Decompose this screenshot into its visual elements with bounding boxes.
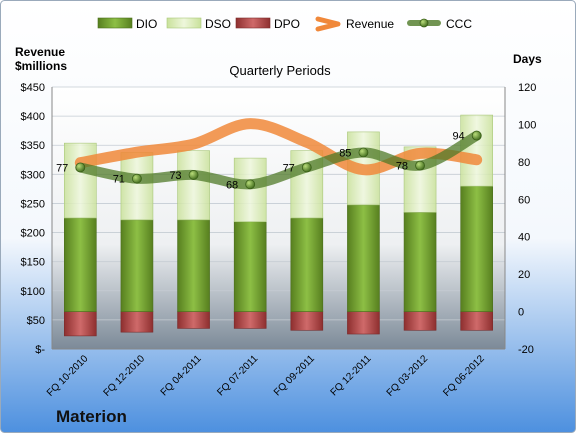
right-tick-label: 60 bbox=[518, 194, 530, 206]
right-tick-label: 100 bbox=[518, 119, 536, 131]
legend-label: DSO bbox=[205, 17, 231, 31]
dio-bar bbox=[290, 217, 324, 312]
dpo-bar bbox=[177, 311, 210, 329]
legend-swatch bbox=[235, 17, 271, 29]
legend-swatch bbox=[97, 17, 133, 29]
ccc-point bbox=[75, 162, 86, 173]
company-name: Materion bbox=[56, 407, 127, 426]
dso-bar bbox=[120, 152, 154, 221]
dio-bar bbox=[233, 221, 267, 312]
right-tick-label: 0 bbox=[518, 307, 524, 319]
dio-bar bbox=[177, 219, 210, 312]
ccc-point bbox=[301, 162, 312, 173]
left-axis-title-line2: $millions bbox=[15, 59, 67, 73]
ccc-data-label: 77 bbox=[56, 162, 68, 174]
legend-marker bbox=[419, 18, 429, 28]
dio-bar bbox=[403, 212, 437, 312]
legend-item-ccc: CCC bbox=[407, 17, 472, 31]
legend-label: DIO bbox=[136, 17, 157, 31]
dso-bar bbox=[233, 157, 267, 223]
legend-item-dpo: DPO bbox=[235, 17, 300, 31]
ccc-data-label: 73 bbox=[169, 170, 181, 182]
ccc-data-label: 94 bbox=[452, 131, 464, 143]
dpo-bar bbox=[64, 311, 97, 337]
ccc-data-label: 77 bbox=[283, 162, 295, 174]
dpo-bar bbox=[403, 311, 437, 331]
dso-bar bbox=[177, 150, 210, 221]
ccc-point bbox=[471, 130, 482, 141]
dpo-bar bbox=[290, 311, 324, 331]
bars bbox=[64, 114, 493, 337]
left-tick-label: $300 bbox=[21, 169, 45, 181]
legend-item-dso: DSO bbox=[166, 17, 231, 31]
ccc-point bbox=[245, 179, 256, 190]
ccc-data-label: 78 bbox=[396, 161, 408, 173]
right-tick-label: 120 bbox=[518, 82, 536, 94]
legend: DIO DSO DPO Revenue CCC bbox=[97, 16, 472, 32]
legend-swatch bbox=[315, 16, 341, 32]
left-tick-label: $450 bbox=[21, 82, 45, 94]
left-axis-title-line1: Revenue bbox=[15, 45, 65, 59]
right-tick-label: -20 bbox=[518, 344, 534, 356]
ccc-data-label: 85 bbox=[339, 148, 351, 160]
ccc-data-label: 71 bbox=[113, 174, 125, 186]
ccc-point bbox=[358, 147, 369, 158]
legend-label: Revenue bbox=[346, 17, 394, 31]
left-tick-label: $400 bbox=[21, 111, 45, 123]
left-tick-label: $- bbox=[35, 344, 45, 356]
ccc-point bbox=[188, 170, 199, 180]
legend-item-dio: DIO bbox=[97, 17, 157, 31]
legend-label: DPO bbox=[274, 17, 300, 31]
right-tick-label: 40 bbox=[518, 232, 530, 244]
dpo-bar bbox=[120, 311, 154, 333]
left-tick-label: $350 bbox=[21, 140, 45, 152]
legend-swatch bbox=[166, 17, 202, 29]
right-tick-label: 20 bbox=[518, 269, 530, 281]
left-tick-label: $150 bbox=[21, 257, 45, 269]
dpo-bar bbox=[460, 311, 493, 331]
chart-title: Quarterly Periods bbox=[229, 63, 331, 78]
right-axis-title: Days bbox=[513, 52, 542, 66]
legend-label: CCC bbox=[446, 17, 472, 31]
dpo-bar bbox=[233, 311, 267, 329]
legend-item-revenue: Revenue bbox=[315, 16, 394, 32]
dio-bar bbox=[120, 219, 154, 312]
dio-bar bbox=[347, 204, 380, 312]
left-tick-label: $250 bbox=[21, 198, 45, 210]
right-tick-label: 80 bbox=[518, 157, 530, 169]
ccc-point bbox=[132, 173, 142, 184]
dio-bar bbox=[460, 185, 493, 312]
dso-bar bbox=[64, 142, 97, 219]
ccc-data-label: 68 bbox=[226, 179, 238, 191]
ccc-point bbox=[415, 160, 425, 171]
revenue-line bbox=[74, 118, 483, 176]
left-tick-label: $50 bbox=[27, 315, 45, 327]
dio-bar bbox=[64, 217, 97, 312]
left-tick-label: $200 bbox=[21, 228, 45, 240]
dpo-bar bbox=[347, 311, 380, 335]
dso-bar bbox=[460, 114, 493, 187]
lines: 77 71 73 68 77 85 78 94 bbox=[56, 118, 483, 191]
left-tick-label: $100 bbox=[21, 286, 45, 298]
